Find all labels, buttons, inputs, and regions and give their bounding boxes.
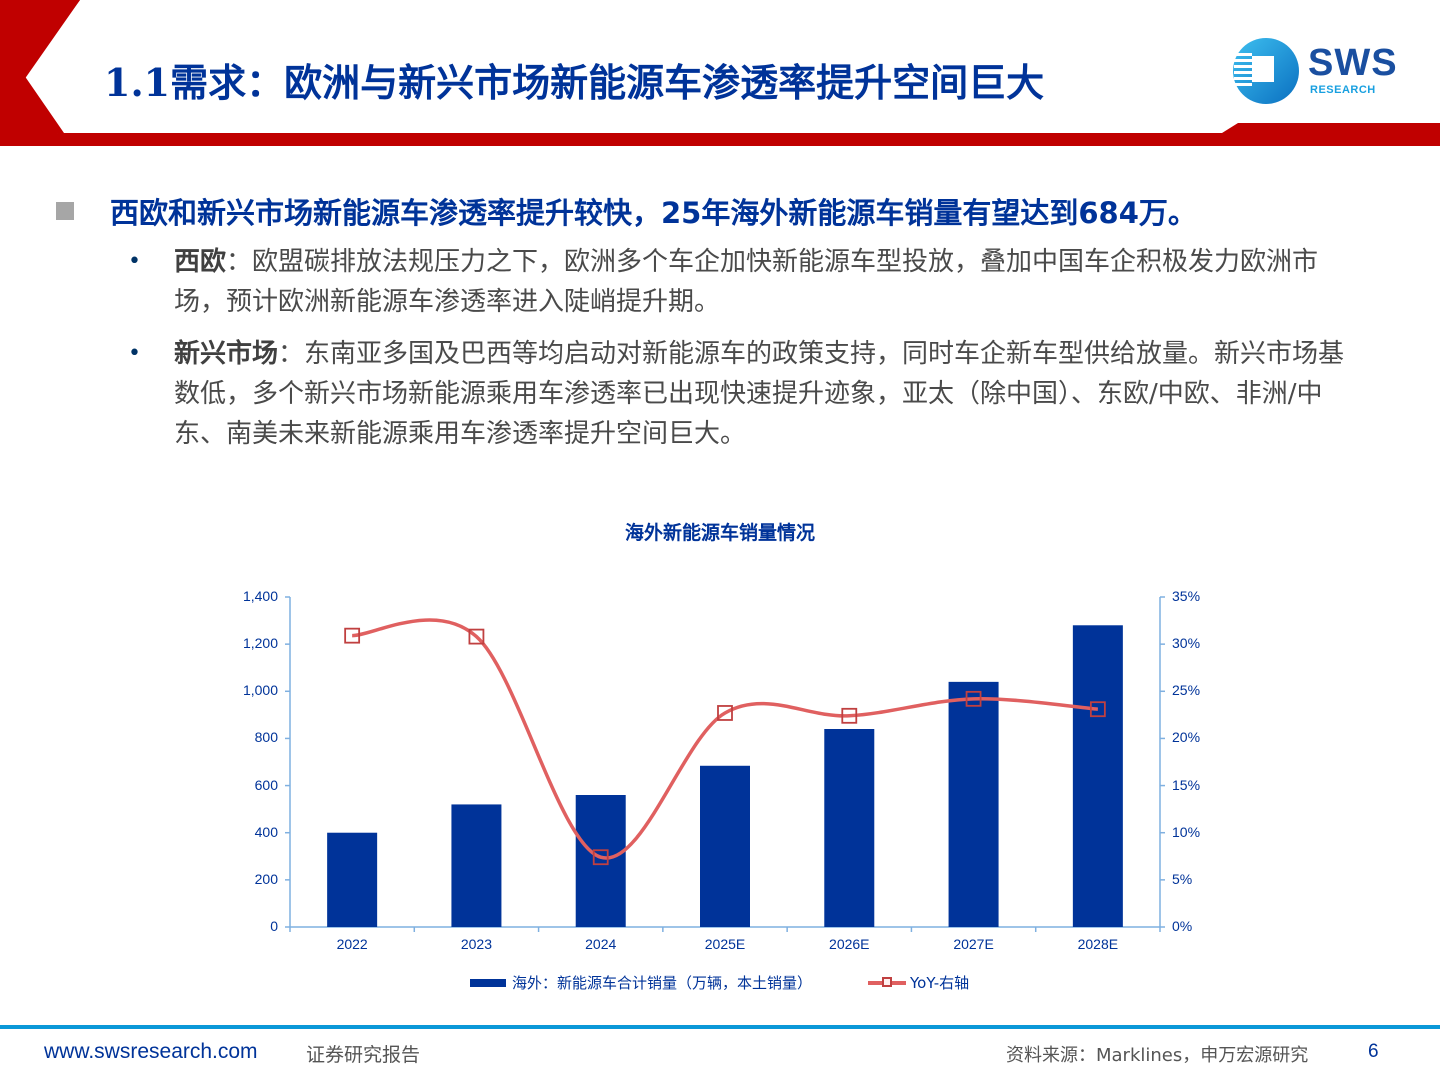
x-axis-tick-label: 2026E [829, 936, 870, 952]
page-number: 6 [1368, 1041, 1379, 1062]
footer-divider [0, 1025, 1440, 1029]
bullet-label: 西欧 [174, 247, 227, 277]
right-axis-tick-label: 25% [1172, 682, 1201, 699]
left-axis-tick-label: 600 [254, 776, 278, 793]
left-axis-tick-label: 400 [254, 823, 278, 840]
right-axis-tick-label: 5% [1172, 870, 1193, 887]
yoy-marker-2022 [344, 627, 361, 644]
bar-2023 [451, 804, 502, 927]
logo-subtext: RESEARCH [1310, 84, 1376, 96]
legend-line-label: YoY-右轴 [910, 974, 970, 992]
yoy-marker-2027E [965, 690, 982, 707]
sws-logo-icon [1233, 38, 1299, 104]
footer-url-link[interactable]: www.swsresearch.com [44, 1040, 258, 1063]
right-axis-tick-label: 0% [1172, 918, 1193, 934]
bullet-label: 新兴市场 [174, 339, 279, 369]
headline: 西欧和新兴市场新能源车渗透率提升较快，25年海外新能源车销量有望达到684万。 [56, 190, 1197, 232]
right-axis-tick-label: 30% [1172, 635, 1201, 652]
x-axis-tick-label: 2027E [953, 936, 994, 952]
bar-2025E [700, 765, 750, 927]
left-axis-tick-label: 200 [254, 870, 278, 887]
yoy-marker-2023 [468, 628, 485, 645]
bar-2027E [948, 681, 999, 927]
x-axis-tick-label: 2022 [336, 936, 368, 952]
left-axis-tick-label: 800 [254, 729, 278, 746]
yoy-marker-2026E [841, 707, 858, 724]
legend-line-swatch-icon [868, 976, 907, 987]
bullet-text: ：东南亚多国及巴西等均启动对新能源车的政策支持，同时车企新车型供给放量。新兴市场… [174, 339, 1345, 449]
bar-2026E [824, 729, 875, 927]
x-axis-tick-label: 2025E [704, 936, 746, 952]
x-axis-tick-label: 2023 [460, 936, 492, 952]
yoy-marker-2025E [717, 705, 733, 721]
footer-source: 资料来源：Marklines，申万宏源研究 [1006, 1045, 1309, 1066]
page-title: 1.1需求：欧洲与新兴市场新能源车渗透率提升空间巨大 [104, 60, 1045, 105]
left-axis-tick-label: 1,200 [242, 635, 278, 652]
legend-bar-label: 海外：新能源车合计销量（万辆，本土销量） [512, 974, 813, 992]
bullet-dot-icon: • [128, 341, 141, 366]
footer-doc-type: 证券研究报告 [306, 1044, 421, 1066]
x-axis-tick-label: 2028E [1077, 936, 1119, 952]
bullet-body: 西欧：欧盟碳排放法规压力之下，欧洲多个车企加快新能源车型投放，叠加中国车企积极发… [174, 242, 1369, 322]
bullet-body: 新兴市场：东南亚多国及巴西等均启动对新能源车的政策支持，同时车企新车型供给放量。… [174, 334, 1369, 454]
header-decoration [0, 0, 1440, 146]
chart-legend: 海外：新能源车合计销量（万辆，本土销量） YoY-右轴 [470, 972, 969, 993]
left-axis-tick-label: 1,400 [242, 588, 278, 604]
yoy-marker-2028E [1089, 701, 1106, 718]
bar-2022 [327, 832, 378, 927]
yoy-marker-2024 [592, 849, 609, 866]
bar-2024 [575, 795, 626, 927]
right-axis-tick-label: 10% [1172, 823, 1201, 840]
left-axis-tick-label: 0 [270, 918, 278, 934]
bullet-dot-icon: • [128, 249, 141, 274]
headline-text: 西欧和新兴市场新能源车渗透率提升较快，25年海外新能源车销量有望达到684万。 [110, 196, 1197, 230]
right-axis-tick-label: 35% [1172, 588, 1201, 604]
bullet-text: ：欧盟碳排放法规压力之下，欧洲多个车企加快新能源车型投放，叠加中国车企积极发力欧… [174, 247, 1319, 317]
chart-title: 海外新能源车销量情况 [624, 522, 815, 544]
x-axis-tick-label: 2024 [585, 936, 617, 952]
logo-text: SWS [1308, 42, 1398, 84]
right-axis-tick-label: 20% [1172, 729, 1201, 746]
legend-bar-swatch-icon [470, 978, 506, 987]
bar-2028E [1072, 625, 1123, 927]
square-bullet-icon [56, 202, 74, 220]
left-axis-tick-label: 1,000 [242, 682, 278, 699]
right-axis-tick-label: 15% [1172, 776, 1201, 793]
